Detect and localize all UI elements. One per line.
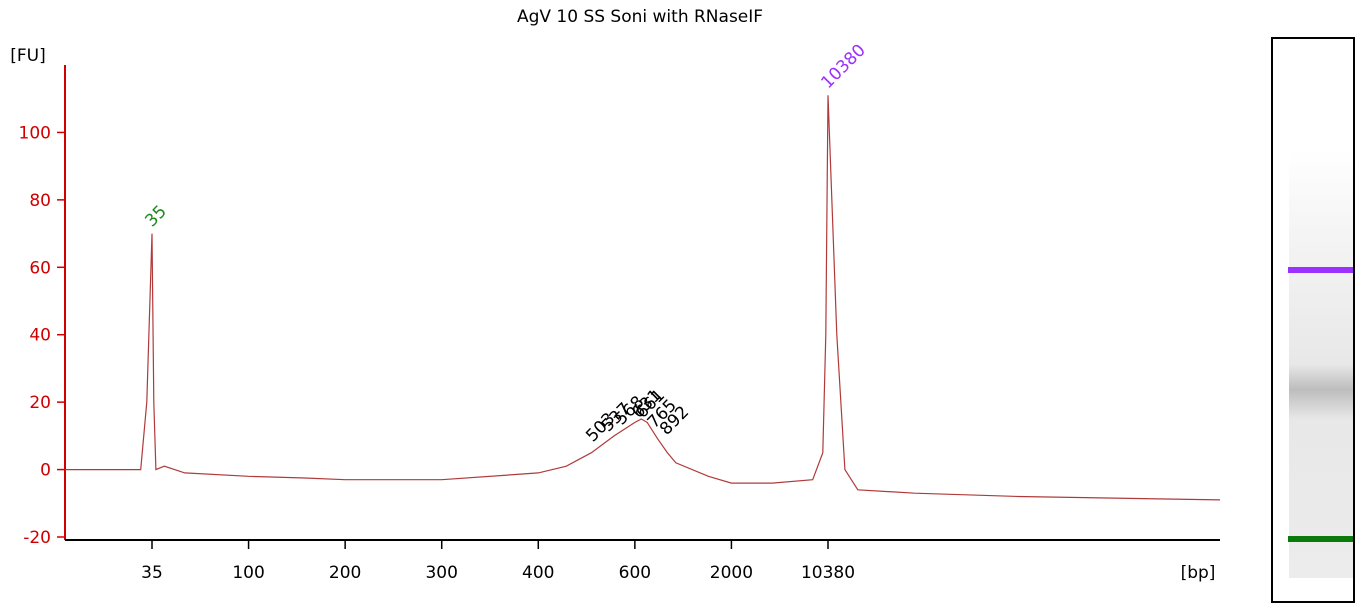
y-tick-label: 40 bbox=[29, 326, 51, 346]
gel-smear bbox=[1289, 150, 1353, 578]
y-tick-label: 20 bbox=[29, 393, 51, 413]
y-tick-label: 60 bbox=[29, 258, 51, 278]
peak-label: 35 bbox=[141, 202, 170, 231]
x-tick-label: 10380 bbox=[801, 563, 855, 583]
y-tick-label: 100 bbox=[19, 123, 51, 143]
gel-lower-marker bbox=[1288, 536, 1353, 542]
x-tick-label: 35 bbox=[141, 563, 163, 583]
x-axis-label: [bp] bbox=[1181, 563, 1216, 583]
x-tick-label: 300 bbox=[425, 563, 457, 583]
x-tick-label: 100 bbox=[232, 563, 264, 583]
y-tick-label: 0 bbox=[40, 461, 51, 481]
gel-upper-marker bbox=[1288, 267, 1353, 273]
x-tick-label: 200 bbox=[329, 563, 361, 583]
y-tick-label: -20 bbox=[23, 528, 51, 548]
x-tick-label: 2000 bbox=[710, 563, 753, 583]
peak-label: 10380 bbox=[817, 40, 869, 92]
trace bbox=[65, 95, 1221, 501]
x-tick-label: 400 bbox=[522, 563, 554, 583]
y-axis-label: [FU] bbox=[10, 46, 46, 66]
x-tick-label: 600 bbox=[619, 563, 651, 583]
chart-title: AgV 10 SS Soni with RNaseIF bbox=[517, 7, 763, 27]
y-tick-label: 80 bbox=[29, 191, 51, 211]
